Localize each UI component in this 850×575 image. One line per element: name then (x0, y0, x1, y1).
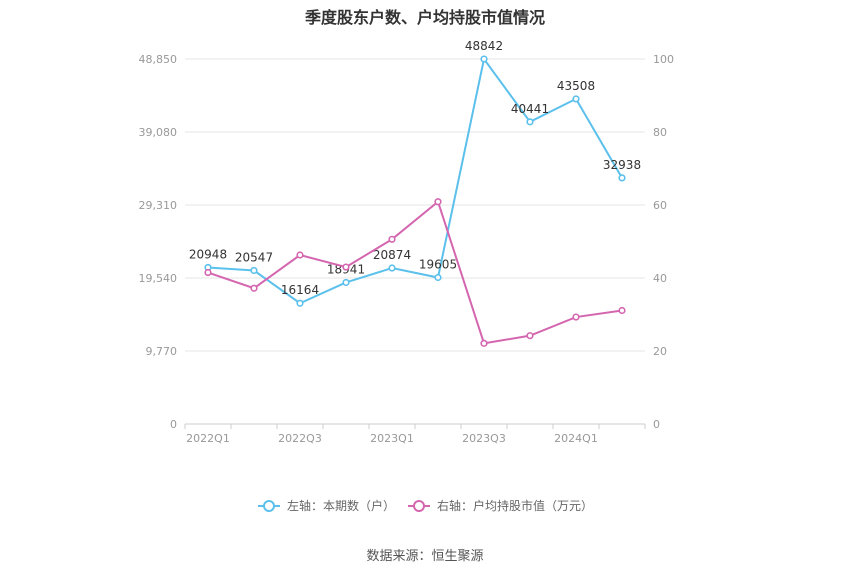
y-right-tick-label: 60 (653, 199, 667, 212)
legend-marker-1 (263, 500, 275, 512)
series-line-2 (207, 200, 623, 345)
data-point-1 (526, 118, 534, 126)
data-label: 32938 (603, 158, 641, 172)
data-label: 20547 (235, 250, 273, 264)
data-point-2 (342, 263, 350, 271)
data-point-2 (480, 339, 488, 347)
data-point-1 (296, 299, 304, 307)
data-point-2 (572, 313, 580, 321)
data-label: 19605 (419, 258, 457, 272)
data-label: 20948 (189, 247, 227, 261)
data-label: 40441 (511, 102, 549, 116)
data-point-2 (618, 306, 626, 315)
y-left-tick-label: 19,540 (139, 272, 178, 285)
data-point-1 (480, 55, 488, 63)
x-tick-label: 2022Q3 (278, 432, 322, 445)
y-right-tick-label: 20 (653, 345, 667, 358)
data-point-2 (388, 235, 396, 243)
source-note: 数据来源：恒生聚源 (366, 549, 484, 564)
data-point-1 (342, 278, 350, 287)
legend-marker-2 (413, 500, 425, 512)
data-label: 20874 (373, 248, 411, 262)
y-right-tick-label: 40 (653, 272, 667, 285)
data-point-1 (434, 273, 442, 282)
y-left-tick-label: 29,310 (139, 199, 178, 212)
data-point-2 (526, 332, 534, 340)
data-point-2 (296, 251, 304, 259)
data-point-1 (388, 264, 396, 272)
data-label: 16164 (281, 283, 319, 297)
data-point-2 (204, 268, 212, 277)
data-point-2 (434, 198, 442, 206)
data-point-1 (572, 95, 580, 103)
series-line-1 (207, 56, 623, 305)
x-tick-label: 2023Q3 (462, 432, 506, 445)
x-tick-label: 2022Q1 (186, 432, 230, 445)
data-point-2 (250, 284, 258, 292)
y-right-tick-label: 0 (653, 418, 660, 431)
y-left-tick-label: 48,850 (139, 53, 178, 66)
data-label: 43508 (557, 79, 595, 93)
legend-label-2: 右轴：户均持股市值（万元） (437, 498, 593, 513)
y-left-tick-label: 9,770 (146, 345, 178, 358)
chart-title: 季度股东户数、户均持股市值情况 (304, 8, 545, 27)
data-point-1 (250, 266, 258, 275)
y-right-tick-label: 80 (653, 126, 667, 139)
y-left-tick-label: 39,080 (139, 126, 178, 139)
x-tick-label: 2023Q1 (370, 432, 414, 445)
legend-label-1: 左轴：本期数（户） (287, 498, 395, 513)
y-left-tick-label: 0 (170, 418, 177, 431)
data-label: 48842 (465, 39, 503, 53)
x-tick-label: 2024Q1 (554, 432, 598, 445)
data-point-1 (618, 174, 626, 182)
y-right-tick-label: 100 (653, 53, 674, 66)
